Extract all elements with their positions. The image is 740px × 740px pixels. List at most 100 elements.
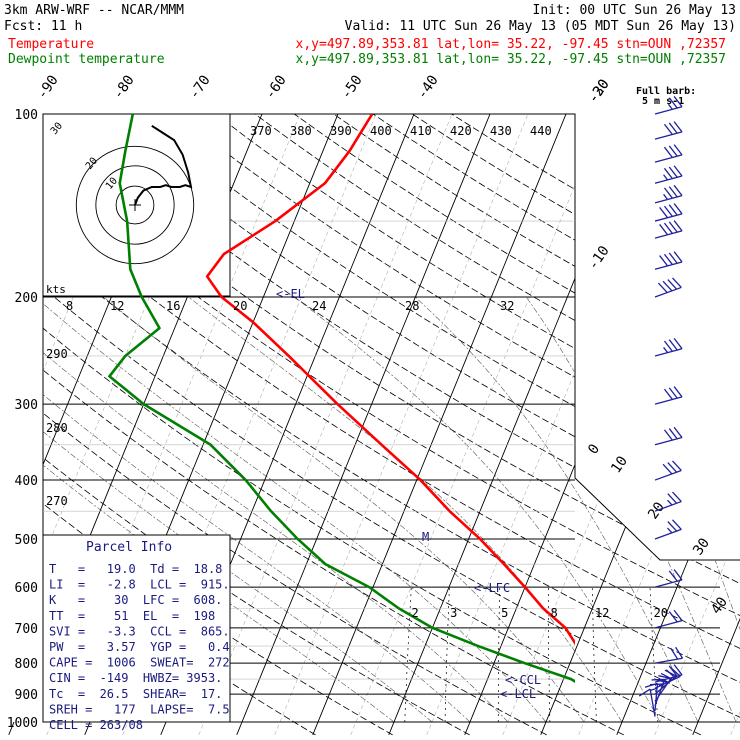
barb-half xyxy=(667,499,673,506)
barb-key-title: Full barb: xyxy=(636,86,696,97)
barb-flag xyxy=(659,224,669,236)
barb-shaft xyxy=(654,657,683,664)
wind-barb xyxy=(654,220,683,239)
speed-label-24: 24 xyxy=(312,299,326,313)
isotherm-minor xyxy=(274,114,529,735)
mixing-ratio-label: 2 xyxy=(411,606,418,620)
dewpoint-trace xyxy=(108,114,575,684)
pressure-label-700: 700 xyxy=(15,622,38,637)
dry-adiabat xyxy=(451,114,740,736)
mixing-ratio-line xyxy=(444,587,450,723)
lower-theta-label-270: 270 xyxy=(46,494,68,508)
mixing-ratio-line xyxy=(404,587,412,723)
barb-flag xyxy=(673,96,683,108)
theta-label-410: 410 xyxy=(410,124,432,138)
barb-shaft xyxy=(654,579,683,588)
isotherm-label--40: -40 xyxy=(414,72,442,102)
speed-label-16: 16 xyxy=(166,299,180,313)
isotherm-minor xyxy=(730,114,740,735)
wind-barb xyxy=(654,121,683,140)
wind-barb xyxy=(649,678,666,706)
dry-adiabat xyxy=(412,114,740,736)
barb-shaft xyxy=(654,131,683,140)
barb-half xyxy=(663,347,669,353)
wind-barb xyxy=(654,251,683,270)
wind-barb xyxy=(654,519,682,540)
barb-shaft xyxy=(654,396,683,405)
barb-half xyxy=(663,193,669,200)
isotherm-minor xyxy=(350,114,605,735)
barb-half xyxy=(667,527,673,534)
barb-flag xyxy=(667,521,678,532)
isotherm-label--80: -80 xyxy=(110,72,138,102)
isotherm-minor xyxy=(502,114,740,735)
barb-flag xyxy=(673,144,683,156)
theta-label-370: 370 xyxy=(250,124,272,138)
wind-barb xyxy=(654,426,683,446)
parcel-row: SREH = 177 LAPSE= 7.5 xyxy=(49,702,230,716)
barb-flag xyxy=(667,462,678,473)
dry-adiabat xyxy=(57,114,740,736)
barb-shaft xyxy=(654,675,681,689)
wind-barb xyxy=(654,664,683,683)
barb-flag xyxy=(668,339,678,351)
parcel-row: CIN = -149 HWBZ= 3953. xyxy=(49,671,222,685)
dry-adiabat xyxy=(0,114,393,736)
isotherm-line xyxy=(312,114,567,736)
isotherm-label-0: 0 xyxy=(585,441,603,457)
parcel-row: Tc = 26.5 SHEAR= 17. xyxy=(49,687,222,701)
mixing-ratio-line xyxy=(591,587,597,723)
speed-label-20: 20 xyxy=(233,299,247,313)
parcel-box xyxy=(42,534,231,723)
barb-shaft xyxy=(654,619,683,629)
wind-barb xyxy=(638,688,656,717)
dry-adiabat xyxy=(175,114,740,736)
dry-adiabat xyxy=(18,114,740,736)
barb-flag xyxy=(675,646,684,659)
wind-barb xyxy=(654,460,682,481)
dewpoint-legend-info: x,y=497.89,353.81 lat,lon= 35.22, -97.45… xyxy=(296,52,726,67)
parcel-title: Parcel Info xyxy=(86,540,172,555)
dry-adiabat xyxy=(0,114,740,736)
barb-shaft xyxy=(654,175,683,184)
isotherm-label--70: -70 xyxy=(186,72,214,102)
temperature-trace xyxy=(205,114,575,646)
barb-flag xyxy=(649,683,663,686)
pressure-label-800: 800 xyxy=(15,657,38,672)
init-time: Init: 00 UTC Sun 26 May 13 xyxy=(533,3,737,18)
valid-time: Valid: 11 UTC Sun 26 May 13 (05 MDT Sun … xyxy=(345,19,736,34)
ccl-marker: <-CCL xyxy=(505,673,541,687)
pressure-label-400: 400 xyxy=(15,474,38,489)
wind-barb xyxy=(654,646,684,664)
parcel-row: PW = 3.57 YGP = 0.4 xyxy=(49,640,230,654)
barb-shaft xyxy=(654,528,682,540)
isotherm-label--20: -20 xyxy=(585,76,613,106)
barb-shaft xyxy=(654,106,683,115)
barb-flag xyxy=(670,647,679,660)
barb-flag xyxy=(668,204,678,216)
barb-key-unit: 5 m s-1 xyxy=(642,96,684,107)
barb-flag xyxy=(673,203,683,215)
barb-shaft xyxy=(654,674,683,683)
wind-barb xyxy=(654,338,683,357)
barb-flag xyxy=(673,251,683,263)
barb-flag xyxy=(672,519,682,530)
barb-flag xyxy=(668,186,678,198)
parcel-row: TT = 51 EL = 198 xyxy=(49,609,215,623)
barb-shaft xyxy=(654,675,677,695)
barb-flag xyxy=(673,426,683,438)
parcel-row: SVI = -3.3 CCL = 865. xyxy=(49,624,230,638)
mixing-ratio-line xyxy=(649,587,659,723)
wind-barb xyxy=(654,184,683,204)
isotherm-minor xyxy=(198,114,453,735)
barb-flag xyxy=(668,428,678,440)
barb-flag xyxy=(657,282,668,294)
isotherm-line xyxy=(616,114,740,736)
barb-shaft xyxy=(654,348,683,357)
barb-flag xyxy=(638,688,651,697)
moist-adiabat xyxy=(35,296,547,723)
barb-flag xyxy=(673,220,683,232)
dry-adiabat xyxy=(0,114,316,736)
